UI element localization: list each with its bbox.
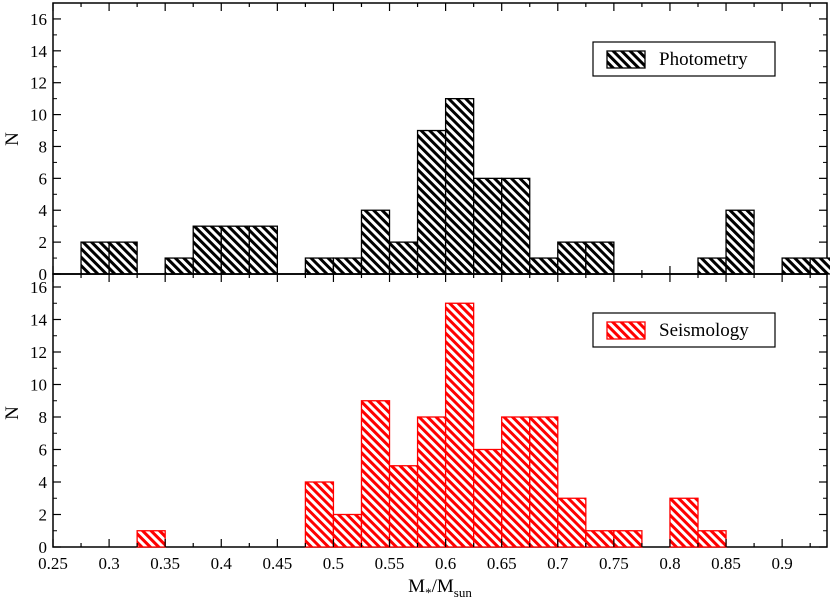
histogram-bar <box>585 530 615 548</box>
y-tick-label: 16 <box>30 278 47 297</box>
histogram-bar <box>501 177 531 275</box>
x-tick-label: 0.5 <box>323 554 344 573</box>
y-tick-label: 10 <box>30 106 47 125</box>
x-tick-label: 0.85 <box>711 554 741 573</box>
histogram-bar <box>360 209 391 275</box>
x-tick-label: 0.7 <box>547 554 569 573</box>
x-axis-label-subscript-sun: sun <box>454 585 473 600</box>
histogram-bar <box>416 129 447 275</box>
bottom-y-axis-label: N <box>2 406 23 420</box>
histogram-bar <box>529 416 559 548</box>
x-axis-label-subscript-star: * <box>425 585 432 600</box>
legend-swatch <box>606 321 646 340</box>
photometry-panel: 0 2 4 6 8 10 12 14 16 Photometry <box>30 2 830 284</box>
legend-label: Photometry <box>659 49 748 70</box>
histogram-bar <box>501 416 531 548</box>
histogram-bar <box>416 416 447 548</box>
histogram-bar <box>388 465 419 548</box>
x-tick-label: 0.25 <box>38 554 68 573</box>
y-tick-label: 4 <box>39 201 48 220</box>
y-tick-label: 8 <box>39 408 48 427</box>
y-tick-label: 2 <box>39 506 48 525</box>
histogram-bar <box>473 448 503 548</box>
histogram-bar <box>332 513 363 548</box>
histogram-bar <box>388 241 419 275</box>
y-tick-label: 6 <box>39 169 48 188</box>
x-tick-label: 0.6 <box>435 554 456 573</box>
y-tick-label: 14 <box>30 42 48 61</box>
y-tick-label: 0 <box>39 265 48 284</box>
histogram-bar <box>529 257 559 275</box>
histogram-bar <box>585 241 615 275</box>
top-y-axis-label: N <box>2 132 23 146</box>
histogram-bar <box>444 97 475 275</box>
histogram-bar <box>557 241 587 275</box>
x-axis-label: M*/Msun <box>408 576 472 600</box>
histogram-bar <box>697 530 727 548</box>
histogram-bar <box>613 530 643 548</box>
histogram-bar <box>192 225 222 275</box>
y-tick-label: 10 <box>30 376 47 395</box>
x-tick-label: 0.3 <box>98 554 119 573</box>
x-tick-label: 0.9 <box>772 554 793 573</box>
y-tick-label: 4 <box>39 473 48 492</box>
histogram-bar <box>248 225 278 275</box>
y-tick-label: 12 <box>30 74 47 93</box>
histogram-bar <box>220 225 250 275</box>
histogram-bar <box>304 481 335 548</box>
histogram-bar <box>725 209 755 275</box>
y-tick-label: 0 <box>39 538 48 557</box>
x-tick-label: 0.65 <box>487 554 517 573</box>
histogram-bar <box>473 177 503 275</box>
histogram-bar <box>360 400 391 548</box>
histogram-bar <box>332 257 363 275</box>
legend-swatch <box>606 50 646 69</box>
seismology-panel: 0 2 4 6 8 10 12 14 16 0.25 0.3 0.35 0.4 0.45 0.5 0.55 0.… <box>30 273 828 573</box>
x-tick-label: 0.75 <box>599 554 629 573</box>
histogram-bar <box>164 257 194 275</box>
histogram-bar <box>304 257 335 275</box>
x-tick-label: 0.45 <box>262 554 292 573</box>
histogram-bar <box>781 257 811 275</box>
y-tick-label: 6 <box>39 441 48 460</box>
legend-label: Seismology <box>659 320 749 341</box>
y-tick-label: 16 <box>30 10 47 29</box>
histogram-bar <box>444 302 475 548</box>
histogram-bar <box>697 257 727 275</box>
x-tick-label: 0.4 <box>211 554 233 573</box>
histogram-bar <box>108 241 138 275</box>
histogram-bar <box>557 497 587 548</box>
y-tick-label: 12 <box>30 343 47 362</box>
y-tick-label: 2 <box>39 233 48 252</box>
y-tick-label: 14 <box>30 311 48 330</box>
x-tick-label: 0.8 <box>659 554 680 573</box>
x-tick-label: 0.55 <box>375 554 405 573</box>
x-tick-label: 0.35 <box>150 554 180 573</box>
histogram-bar <box>80 241 110 275</box>
histogram-bar <box>136 530 166 548</box>
histogram-bar <box>809 257 830 275</box>
y-tick-label: 8 <box>39 137 48 156</box>
histogram-bar <box>669 497 699 548</box>
